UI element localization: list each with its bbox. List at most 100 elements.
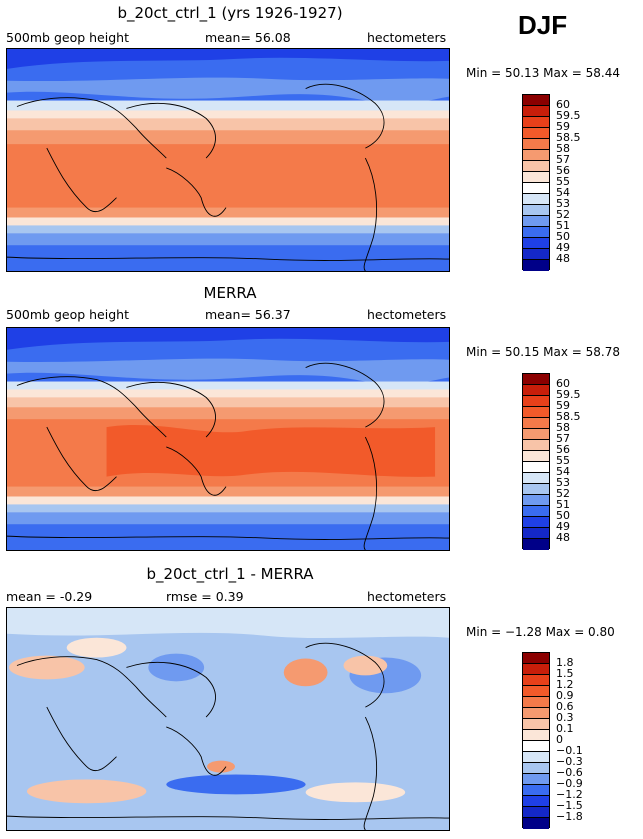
- colorbar-tick-label: 0.1: [556, 722, 574, 735]
- panel2-units-label: hectometers: [367, 307, 447, 322]
- colorbar-tick-label: 58: [556, 142, 570, 155]
- colorbar-swatch: [523, 752, 549, 763]
- colorbar-swatch: [523, 539, 549, 550]
- panel2-minmax: Min = 50.15 Max = 58.78: [466, 345, 620, 359]
- panel3-rmse-label: rmse = 0.39: [166, 589, 244, 604]
- colorbar-tick-label: −0.3: [556, 755, 583, 768]
- colorbar-swatch: [523, 407, 549, 418]
- colorbar-swatch: [523, 741, 549, 752]
- colorbar-tick-label: 48: [556, 252, 570, 265]
- colorbar-swatch: [523, 238, 549, 249]
- colorbar-swatch: [523, 473, 549, 484]
- colorbar-swatch: [523, 451, 549, 462]
- panel1-colorbar: [522, 94, 550, 271]
- colorbar-tick-label: 1.5: [556, 667, 574, 680]
- colorbar-tick-label: 60: [556, 377, 570, 390]
- panel1-units-label: hectometers: [367, 30, 447, 45]
- colorbar-tick-label: 0: [556, 733, 563, 746]
- colorbar-tick-label: −0.1: [556, 744, 583, 757]
- colorbar-tick-label: 52: [556, 208, 570, 221]
- colorbar-tick-label: 0.9: [556, 689, 574, 702]
- colorbar-tick-label: 52: [556, 487, 570, 500]
- colorbar-tick-label: 1.2: [556, 678, 574, 691]
- colorbar-tick-label: 48: [556, 531, 570, 544]
- colorbar-swatch: [523, 517, 549, 528]
- colorbar-swatch: [523, 506, 549, 517]
- colorbar-swatch: [523, 429, 549, 440]
- colorbar-tick-label: −1.2: [556, 788, 583, 801]
- colorbar-swatch: [523, 117, 549, 128]
- colorbar-swatch: [523, 418, 549, 429]
- panel3-colorbar: [522, 652, 550, 829]
- colorbar-swatch: [523, 664, 549, 675]
- colorbar-swatch: [523, 183, 549, 194]
- colorbar-swatch: [523, 796, 549, 807]
- colorbar-tick-label: 59: [556, 120, 570, 133]
- colorbar-tick-label: 60: [556, 98, 570, 111]
- panel1-minmax: Min = 50.13 Max = 58.44: [466, 66, 620, 80]
- colorbar-swatch: [523, 653, 549, 664]
- panel1-left-label: 500mb geop height: [6, 30, 129, 45]
- colorbar-swatch: [523, 675, 549, 686]
- colorbar-tick-label: 51: [556, 498, 570, 511]
- colorbar-tick-label: 1.8: [556, 656, 574, 669]
- colorbar-swatch: [523, 785, 549, 796]
- panel3-units-label: hectometers: [367, 589, 447, 604]
- colorbar-swatch: [523, 686, 549, 697]
- colorbar-swatch: [523, 249, 549, 260]
- colorbar-swatch: [523, 374, 549, 385]
- colorbar-swatch: [523, 260, 549, 271]
- colorbar-tick-label: 50: [556, 509, 570, 522]
- panel2-map: [6, 327, 450, 551]
- colorbar-swatch: [523, 396, 549, 407]
- panel3-title: b_20ct_ctrl_1 - MERRA: [146, 565, 314, 583]
- colorbar-swatch: [523, 462, 549, 473]
- colorbar-tick-label: −1.5: [556, 799, 583, 812]
- colorbar-swatch: [523, 774, 549, 785]
- colorbar-swatch: [523, 95, 549, 106]
- colorbar-tick-label: 55: [556, 175, 570, 188]
- colorbar-swatch: [523, 172, 549, 183]
- colorbar-tick-label: 59: [556, 399, 570, 412]
- colorbar-swatch: [523, 128, 549, 139]
- colorbar-swatch: [523, 484, 549, 495]
- panel2-mean-label: mean= 56.37: [205, 307, 291, 322]
- colorbar-swatch: [523, 697, 549, 708]
- colorbar-swatch: [523, 194, 549, 205]
- panel1-map: [6, 48, 450, 272]
- colorbar-tick-label: 54: [556, 465, 570, 478]
- colorbar-tick-label: 53: [556, 476, 570, 489]
- colorbar-swatch: [523, 150, 549, 161]
- colorbar-swatch: [523, 161, 549, 172]
- panel2-colorbar: [522, 373, 550, 550]
- colorbar-tick-label: 54: [556, 186, 570, 199]
- colorbar-tick-label: 58.5: [556, 410, 581, 423]
- colorbar-tick-label: 56: [556, 164, 570, 177]
- panel1-title: b_20ct_ctrl_1 (yrs 1926-1927): [117, 4, 343, 22]
- colorbar-tick-label: 58: [556, 421, 570, 434]
- panel3-minmax: Min = −1.28 Max = 0.80: [466, 625, 615, 639]
- colorbar-tick-label: 56: [556, 443, 570, 456]
- colorbar-tick-label: 58.5: [556, 131, 581, 144]
- colorbar-swatch: [523, 385, 549, 396]
- colorbar-tick-label: 57: [556, 432, 570, 445]
- colorbar-tick-label: 49: [556, 241, 570, 254]
- colorbar-swatch: [523, 818, 549, 829]
- colorbar-swatch: [523, 708, 549, 719]
- colorbar-swatch: [523, 495, 549, 506]
- colorbar-swatch: [523, 719, 549, 730]
- colorbar-tick-label: 59.5: [556, 388, 581, 401]
- colorbar-tick-label: 55: [556, 454, 570, 467]
- season-label: DJF: [518, 10, 568, 40]
- colorbar-swatch: [523, 763, 549, 774]
- colorbar-swatch: [523, 139, 549, 150]
- colorbar-swatch: [523, 106, 549, 117]
- colorbar-tick-label: −0.6: [556, 766, 583, 779]
- colorbar-swatch: [523, 205, 549, 216]
- colorbar-tick-label: 53: [556, 197, 570, 210]
- colorbar-swatch: [523, 440, 549, 451]
- colorbar-tick-label: 0.6: [556, 700, 574, 713]
- colorbar-tick-label: −0.9: [556, 777, 583, 790]
- colorbar-swatch: [523, 528, 549, 539]
- panel1-mean-label: mean= 56.08: [205, 30, 291, 45]
